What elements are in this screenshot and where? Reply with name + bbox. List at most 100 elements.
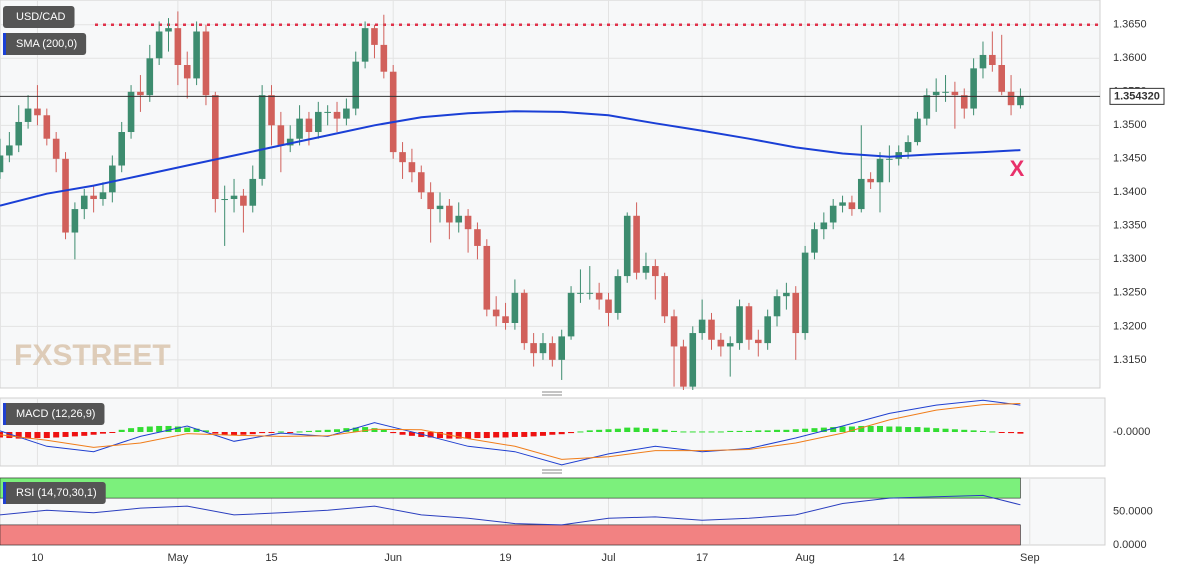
macd-histogram-bar xyxy=(343,428,350,432)
macd-histogram-bar xyxy=(979,430,986,432)
macd-histogram-bar xyxy=(408,432,415,436)
candle-body xyxy=(586,292,594,294)
y-tick-label: 1.3350 xyxy=(1113,220,1147,232)
macd-histogram-bar xyxy=(802,428,809,432)
macd-histogram-bar xyxy=(661,429,668,432)
candle-body xyxy=(904,142,912,153)
candle-body xyxy=(680,346,687,387)
y-tick-label: 1.3650 xyxy=(1113,19,1147,31)
candle-body xyxy=(783,292,790,297)
candle-body xyxy=(137,91,144,96)
macd-histogram-bar xyxy=(961,429,968,432)
candle-body xyxy=(240,195,247,206)
candle-body xyxy=(71,209,79,233)
macd-histogram-bar xyxy=(839,426,846,432)
macd-histogram-bar xyxy=(427,432,434,438)
macd-histogram-bar xyxy=(465,432,472,439)
macd-histogram-bar xyxy=(942,428,949,432)
candle-body xyxy=(914,118,921,143)
macd-histogram-bar xyxy=(708,431,715,433)
candle-body xyxy=(745,306,753,340)
macd-histogram-bar xyxy=(502,432,509,438)
macd-histogram-bar xyxy=(202,430,209,432)
candle-body xyxy=(436,205,444,210)
candle-body xyxy=(408,162,416,173)
candle-body xyxy=(314,111,322,133)
candle-body xyxy=(109,165,116,193)
candle-body xyxy=(352,61,360,109)
macd-line xyxy=(0,403,1021,460)
candle-body xyxy=(474,229,481,246)
candle-body xyxy=(867,178,874,183)
candle-body xyxy=(848,202,856,210)
macd-histogram-bar xyxy=(483,432,490,439)
legend-box xyxy=(3,6,75,28)
candle-body xyxy=(483,245,491,310)
candle-body xyxy=(24,108,32,122)
macd-histogram-bar xyxy=(99,432,106,434)
candle-body xyxy=(511,292,519,323)
macd-histogram-bar xyxy=(511,432,518,437)
macd-histogram-bar xyxy=(324,429,331,432)
macd-histogram-bar xyxy=(146,426,153,432)
candle-body xyxy=(6,145,13,156)
x-tick-label: Sep xyxy=(1020,552,1040,564)
candle-body xyxy=(577,292,584,294)
candle-body xyxy=(539,343,547,354)
legend-box xyxy=(3,33,87,55)
candle-body xyxy=(839,202,846,206)
rsi-band xyxy=(0,477,1021,499)
macd-histogram-bar xyxy=(989,431,996,433)
candle-body xyxy=(932,91,940,96)
rsi-band xyxy=(0,524,1021,546)
macd-histogram-bar xyxy=(43,432,50,439)
macd-histogram-bar xyxy=(315,430,322,432)
y-tick-label: -0.0000 xyxy=(1113,426,1150,438)
last-price-label: 1.354320 xyxy=(1114,90,1160,102)
y-tick-label: 50.0000 xyxy=(1113,505,1153,517)
macd-line xyxy=(0,399,1021,466)
macd-histogram-bar xyxy=(53,432,60,438)
candle-body xyxy=(389,71,397,153)
candle-body xyxy=(305,118,313,133)
macd-histogram-bar xyxy=(156,425,163,432)
candle-body xyxy=(960,95,968,109)
candle-body xyxy=(829,205,837,223)
candle-body xyxy=(661,276,668,317)
macd-histogram-bar xyxy=(671,430,678,432)
macd-histogram-bar xyxy=(614,428,621,432)
candle-body xyxy=(446,205,453,223)
candle-body xyxy=(221,199,228,201)
macd-histogram-bar xyxy=(820,427,827,432)
y-tick-label: 1.3600 xyxy=(1113,52,1147,64)
legend-label: MACD (12,26,9) xyxy=(16,408,95,420)
y-tick-label: 1.3200 xyxy=(1113,320,1147,332)
macd-histogram-bar xyxy=(62,432,69,437)
candle-body xyxy=(43,115,51,139)
candle-body xyxy=(726,343,734,347)
macd-histogram-bar xyxy=(717,431,724,433)
candle-body xyxy=(820,222,828,230)
macd-histogram-bar xyxy=(745,430,752,432)
x-tick-label: Jun xyxy=(384,552,402,564)
candle-body xyxy=(258,95,266,179)
y-tick-label: 1.3450 xyxy=(1113,153,1147,165)
macd-histogram-bar xyxy=(287,432,294,433)
candle-body xyxy=(773,296,781,317)
macd-histogram-bar xyxy=(558,432,565,435)
candle-body xyxy=(343,108,350,119)
candle-body xyxy=(876,158,884,183)
macd-histogram-bar xyxy=(371,428,378,432)
macd-histogram-bar xyxy=(539,432,546,436)
macd-histogram-bar xyxy=(268,432,275,433)
macd-histogram-bar xyxy=(380,429,387,432)
macd-histogram-bar xyxy=(783,429,790,432)
candle-body xyxy=(717,339,725,347)
legend-box xyxy=(3,403,105,425)
candle-body xyxy=(1007,91,1015,106)
candle-body xyxy=(399,152,406,163)
macd-histogram-bar xyxy=(296,431,303,433)
macd-histogram-bar xyxy=(680,431,687,433)
